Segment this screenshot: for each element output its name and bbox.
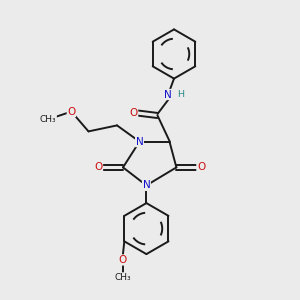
Text: CH₃: CH₃ — [115, 273, 131, 282]
Text: N: N — [136, 136, 143, 147]
Text: O: O — [119, 255, 127, 265]
Text: N: N — [164, 89, 172, 100]
Text: CH₃: CH₃ — [40, 115, 56, 124]
Text: O: O — [94, 162, 103, 172]
Text: O: O — [129, 107, 138, 118]
Text: O: O — [197, 162, 205, 172]
Text: N: N — [142, 180, 150, 190]
Text: H: H — [177, 90, 184, 99]
Text: O: O — [67, 106, 76, 117]
